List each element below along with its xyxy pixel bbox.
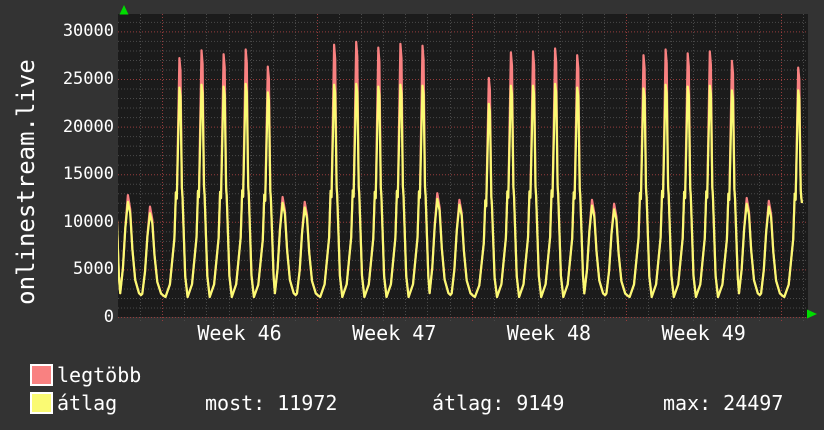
y-axis-tick-label: 25000: [62, 69, 114, 89]
x-axis-week-label: Week 47: [352, 321, 437, 345]
y-axis-tick-label: 30000: [62, 21, 114, 42]
x-axis-arrow-right-icon: [807, 309, 817, 319]
stat-max-value: 24497: [723, 391, 784, 415]
stat-max: max: 24497: [663, 391, 783, 415]
y-axis-tick-label: 5000: [73, 259, 114, 280]
stat-atlag-value: 9149: [516, 391, 565, 415]
x-axis-week-label: Week 48: [506, 321, 592, 345]
x-axis-week-label: Week 49: [661, 321, 746, 345]
stat-most-value: 11972: [277, 391, 338, 415]
legend-swatch-legtobb: [30, 364, 53, 386]
x-axis-week-label: Week 46: [197, 321, 282, 345]
stat-atlag-label: átlag:: [432, 391, 505, 415]
series-atlag-line: [118, 82, 804, 299]
stat-most-label: most:: [205, 391, 266, 415]
legend-swatch-atlag: [30, 392, 53, 414]
y-axis-tick-label: 10000: [62, 211, 114, 232]
y-axis-tick-label: 15000: [62, 164, 114, 185]
legend-label-atlag: átlag: [57, 391, 118, 415]
stat-atlag: átlag: 9149: [432, 391, 564, 415]
y-axis-tick-label: 20000: [62, 116, 114, 137]
y-axis-arrow-up-icon: [119, 5, 129, 15]
y-axis-tick-label: 0: [103, 307, 114, 327]
stat-most: most: 11972: [205, 391, 337, 415]
stat-max-label: max:: [663, 391, 712, 415]
legend-label-legtobb: legtöbb: [57, 363, 142, 387]
